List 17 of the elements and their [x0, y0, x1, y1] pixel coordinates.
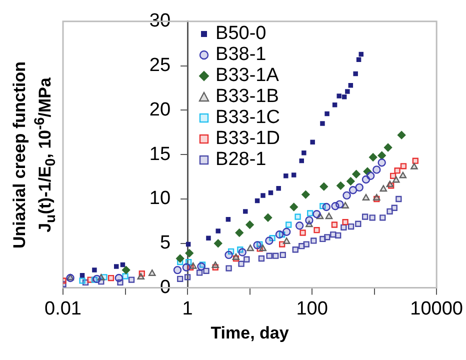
x-axis-title: Time, day: [210, 323, 290, 342]
legend-label: B33-1A: [216, 65, 279, 86]
legend-label: B33-1D: [216, 128, 280, 150]
x-tick-label: 1: [182, 298, 193, 320]
y-tick-label: 15: [149, 144, 171, 165]
y-tick-label: 20: [149, 99, 171, 120]
legend-label: B50-0: [216, 23, 266, 44]
y-tick-label: 5: [160, 232, 171, 254]
y-tick-label: 10: [149, 188, 171, 210]
x-tick-label: 0.01: [44, 298, 82, 320]
y-tick-label: 25: [149, 55, 171, 76]
legend-label: B38-1: [216, 44, 266, 66]
x-tick-label: 100: [296, 298, 328, 320]
legend-label: B33-1C: [216, 107, 280, 128]
legend-label: B28-1: [216, 149, 266, 170]
legend-label: B33-1B: [216, 86, 279, 108]
x-tick-label: 10000: [410, 298, 464, 320]
